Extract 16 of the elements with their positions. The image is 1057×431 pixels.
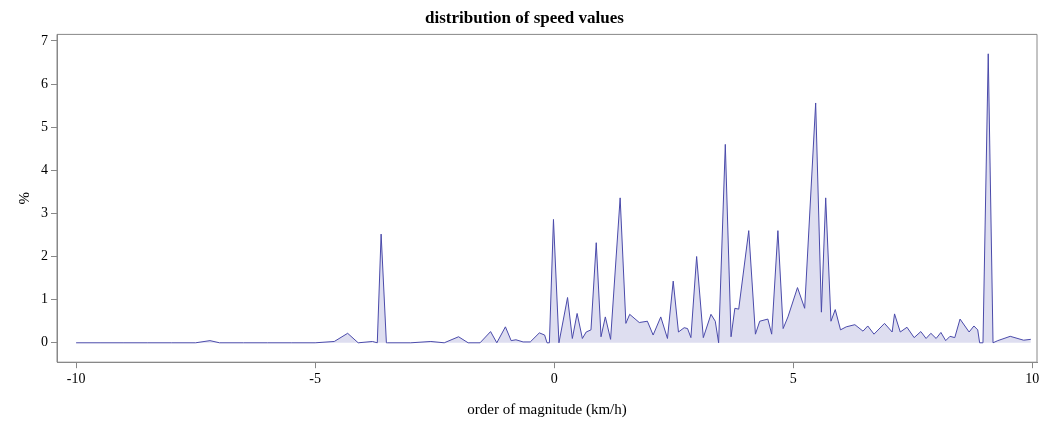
y-tick-label: 0 [41,334,48,350]
x-tick-label: -10 [66,371,86,387]
x-axis-title: order of magnitude (km/h) [467,400,627,418]
y-tick-label: 6 [41,75,48,91]
x-tick-label: 5 [789,371,797,387]
y-tick-label: 1 [41,291,48,307]
y-tick-label: 4 [41,161,48,177]
y-axis-title: % [15,192,32,205]
y-tick-label: 2 [41,248,48,264]
chart-title: distribution of speed values [425,7,625,27]
y-tick-label: 5 [41,118,48,134]
x-tick-label: 0 [550,371,558,387]
x-tick-label: 10 [1025,371,1040,387]
y-tick-label: 3 [41,205,48,221]
x-tick-label: -5 [309,371,321,387]
y-tick-label: 7 [41,32,48,48]
